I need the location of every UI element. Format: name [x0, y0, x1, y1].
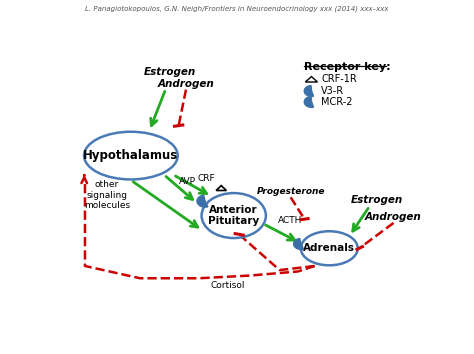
- Text: AVP: AVP: [179, 177, 196, 186]
- Text: Hypothalamus: Hypothalamus: [83, 149, 179, 162]
- Text: Anterior
Pituitary: Anterior Pituitary: [208, 205, 259, 226]
- Text: Receptor key:: Receptor key:: [303, 62, 390, 72]
- Text: CRF-1R: CRF-1R: [321, 74, 357, 84]
- Text: Androgen: Androgen: [365, 212, 422, 222]
- Polygon shape: [305, 76, 318, 82]
- Wedge shape: [304, 86, 313, 96]
- Text: CRF: CRF: [197, 174, 215, 183]
- Text: MCR-2: MCR-2: [321, 97, 353, 107]
- Wedge shape: [197, 195, 208, 207]
- Ellipse shape: [84, 132, 178, 179]
- Ellipse shape: [201, 193, 266, 238]
- Text: Estrogen: Estrogen: [351, 195, 403, 205]
- Text: Cortisol: Cortisol: [211, 281, 246, 290]
- Polygon shape: [216, 185, 227, 190]
- Text: ACTH: ACTH: [278, 216, 302, 225]
- Text: L. Panagiotokopoulos, G.N. Neigh/Frontiers in Neuroendocrinology xxx (2014) xxx–: L. Panagiotokopoulos, G.N. Neigh/Frontie…: [85, 5, 389, 12]
- Wedge shape: [293, 239, 303, 249]
- Text: Adrenals: Adrenals: [303, 243, 355, 253]
- Text: Androgen: Androgen: [158, 79, 214, 89]
- Text: Estrogen: Estrogen: [143, 67, 196, 76]
- Text: other
signaling
molecules: other signaling molecules: [84, 180, 130, 210]
- Text: Progesterone: Progesterone: [256, 188, 325, 196]
- Ellipse shape: [301, 231, 358, 265]
- Wedge shape: [304, 97, 313, 107]
- Text: V3-R: V3-R: [321, 86, 344, 96]
